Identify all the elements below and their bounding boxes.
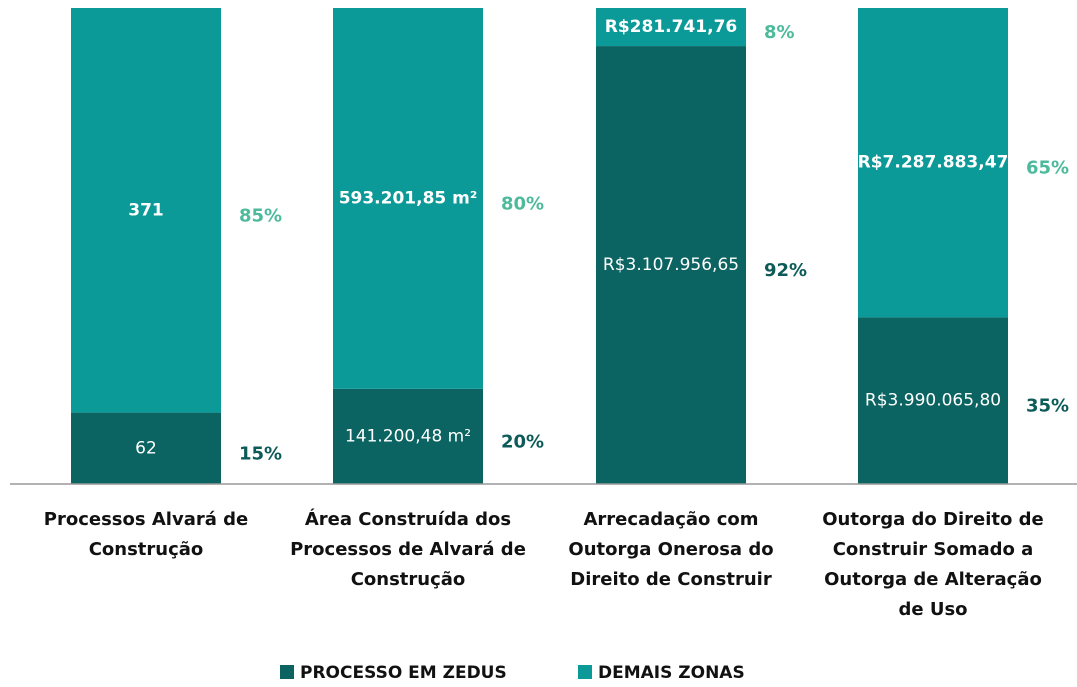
amount-label: R$3.107.956,65 [603, 255, 739, 275]
category-label: Outorga do Direito de Construir Somado a… [822, 509, 1044, 620]
amount-label: R$7.287.883,47 [858, 153, 1009, 173]
percent-label: 92% [764, 260, 807, 281]
amount-label: R$3.990.065,80 [865, 391, 1001, 411]
percent-label: 35% [1026, 396, 1069, 417]
legend-swatch [578, 665, 592, 679]
bar-segment [596, 46, 746, 485]
bar-segment [71, 412, 221, 484]
amount-label: 141.200,48 m² [345, 426, 471, 446]
category-label: Processos Alvará de Construção [43, 509, 249, 560]
amount-label: 593.201,85 m² [339, 188, 478, 208]
bar-segment [333, 8, 483, 389]
legend-swatch [280, 665, 294, 679]
amount-label: R$281.741,76 [605, 17, 737, 37]
percent-label: 8% [764, 22, 795, 43]
bar-segment [333, 388, 483, 484]
percent-label: 85% [239, 205, 282, 226]
category-label: Área Construída dos Processos de Alvará … [290, 509, 526, 590]
amount-label: 62 [135, 438, 157, 458]
legend-label: PROCESSO EM ZEDUS [300, 663, 507, 683]
percent-label: 20% [501, 431, 544, 452]
bar-segment [858, 317, 1008, 484]
percent-label: 15% [239, 443, 282, 464]
percent-label: 80% [501, 193, 544, 214]
bar-segment [596, 8, 746, 47]
bar-segment [71, 8, 221, 413]
amount-label: 371 [128, 200, 164, 220]
percent-label: 65% [1026, 158, 1069, 179]
legend-label: DEMAIS ZONAS [598, 663, 745, 683]
bar-segment [858, 8, 1008, 318]
category-label: Arrecadação com Outorga Onerosa do Direi… [568, 509, 774, 590]
